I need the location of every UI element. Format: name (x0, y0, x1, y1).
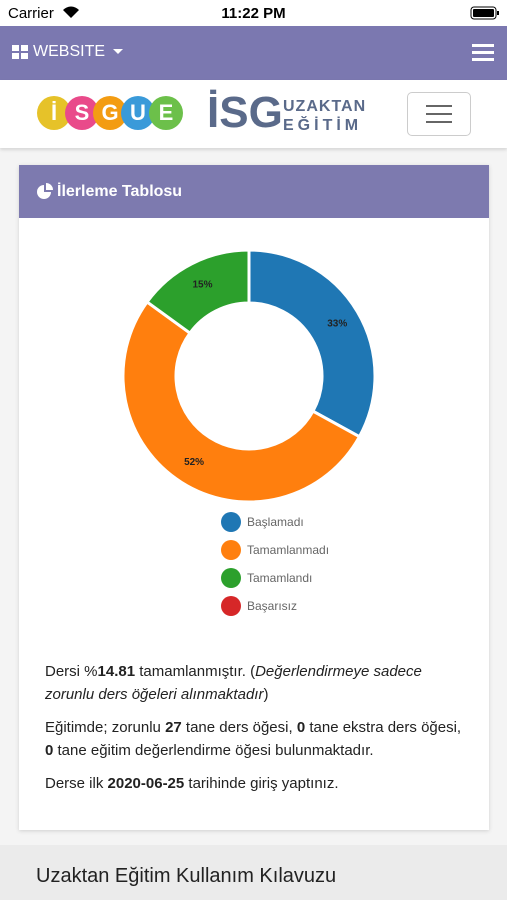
legend-label: Tamamlandı (247, 571, 312, 585)
legend-swatch (221, 596, 241, 616)
caret (113, 49, 124, 54)
paragraph: Derse ilk 2020-06-25 tarihinde giriş yap… (45, 772, 470, 795)
hamburger-icon[interactable] (472, 44, 494, 62)
grid-icon (12, 45, 28, 59)
slice-label: 52% (184, 457, 204, 468)
text: ) (263, 686, 269, 703)
logo-letter: U (121, 96, 155, 130)
wifi-icon (63, 6, 79, 18)
footer[interactable]: Uzaktan Eğitim Kullanım Kılavuzu (0, 845, 507, 900)
footer-title: Uzaktan Eğitim Kullanım Kılavuzu (36, 865, 337, 887)
slice-label: 33% (327, 318, 347, 329)
card-header: İlerleme Tablosu (19, 165, 489, 218)
text: tamamlanmıştır. ( (135, 663, 256, 680)
text: tarihinde giriş yaptınız. (184, 775, 339, 792)
bold-value: 0 (45, 742, 54, 759)
text: Derse ilk (45, 775, 108, 792)
legend-swatch (221, 568, 241, 588)
paragraph: Dersi %14.81 tamamlanmıştır. (Değerlendi… (45, 660, 470, 706)
slice (144, 248, 251, 336)
note: Değerlendirmeye sadece zorunlu ders öğel… (45, 663, 422, 703)
text: tane ekstra ders öğesi, (305, 719, 462, 736)
battery-icon (470, 6, 499, 20)
logo-line2: EĞİTİM (283, 117, 363, 134)
clock: 11:22 PM (221, 5, 286, 22)
slice (121, 299, 362, 504)
text: tane ders öğesi, (181, 719, 297, 736)
slice (247, 248, 377, 439)
bold-value: 2020-06-25 (107, 775, 185, 792)
toggle-button[interactable] (407, 92, 471, 136)
legend-label: Tamamlanmadı (247, 543, 329, 557)
legend-swatch (221, 540, 241, 560)
slice-label: 15% (192, 279, 212, 290)
legend-label: Başarısız (247, 599, 297, 613)
logo-letter: E (149, 96, 183, 130)
website-menu[interactable]: WEBSITE (12, 43, 127, 61)
pie-icon (37, 183, 53, 199)
card-title: İlerleme Tablosu (57, 183, 183, 200)
logo-letter: G (93, 96, 127, 130)
status-bar: Carrier 11:22 PM (0, 0, 507, 26)
toggle-icon (426, 105, 452, 123)
navbar: WEBSITE (0, 26, 507, 80)
text: tane eğitim değerlendirme öğesi bulunmak… (53, 742, 374, 759)
bold-value: 14.81 (97, 663, 136, 680)
carrier: Carrier (8, 5, 54, 22)
bold-value: 0 (296, 719, 306, 736)
legend-label: Başlamadı (247, 515, 304, 529)
text: Dersi % (45, 663, 98, 680)
bold-value: 27 (165, 719, 182, 736)
logo-brand: İSG (207, 88, 283, 137)
text: Eğitimde; zorunlu (45, 719, 166, 736)
info-text: Dersi %14.81 tamamlanmıştır. (Değerlendi… (45, 660, 470, 805)
donut-chart: 33% 52% 15% Başlamadı Tamamlanmadı Tamamlandı… (121, 248, 377, 616)
menu-label: WEBSITE (33, 43, 106, 60)
progress-card: İlerleme Tablosu 33% 52% 15% Başlamadı Tamam… (19, 165, 489, 830)
paragraph: Eğitimde; zorunlu 27 tane ders öğesi, 0 … (45, 716, 470, 762)
logo-line1: UZAKTAN (283, 98, 367, 115)
legend-swatch (221, 512, 241, 532)
